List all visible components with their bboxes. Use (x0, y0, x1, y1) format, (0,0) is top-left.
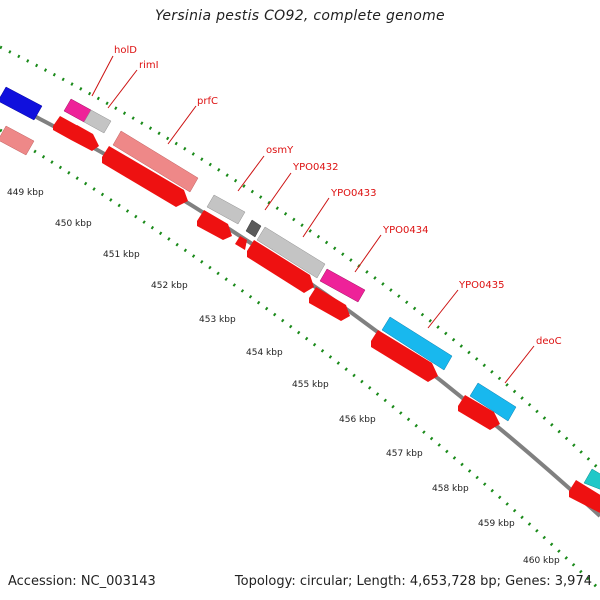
gene-box-prfC (112, 130, 199, 193)
tick-label-456: 456 kbp (339, 415, 376, 425)
leader-YPO0435 (427, 289, 459, 329)
leader-YPO0432 (264, 172, 292, 211)
cds-arrow-rimI (71, 125, 99, 151)
gene-box-blue (0, 86, 43, 121)
leader-YPO0433 (302, 197, 330, 238)
tick-label-460: 460 kbp (523, 556, 560, 566)
gene-box-pink-left (0, 125, 35, 156)
leader-prfC (167, 105, 197, 145)
gene-label-prfC: prfC (197, 96, 218, 107)
genome-backbone (0, 95, 600, 518)
tick-label-450: 450 kbp (55, 219, 92, 229)
gene-box-teal (583, 468, 600, 490)
leader-YPO0434 (354, 234, 382, 273)
gene-label-holD: holD (114, 45, 137, 56)
gene-box-rimI (83, 109, 112, 134)
map-title: Yersinia pestis CO92, complete genome (155, 8, 445, 24)
cds-arrow-YPO0435 (371, 330, 438, 382)
gene-label-YPO0434: YPO0434 (382, 225, 428, 236)
leader-rimI (107, 69, 138, 109)
gene-label-YPO0432: YPO0432 (292, 162, 338, 173)
tick-label-455: 455 kbp (292, 380, 329, 390)
gene-label-deoC: deoC (536, 336, 562, 347)
leader-deoC (504, 345, 535, 384)
tick-label-454: 454 kbp (246, 348, 283, 358)
tick-label-459: 459 kbp (478, 519, 515, 529)
gene-box-osmY (206, 194, 246, 225)
gene-box-YPO0435 (381, 316, 453, 371)
tick-label-449: 449 kbp (7, 188, 44, 198)
cds-arrow-deoC (458, 395, 500, 430)
leader-osmY (237, 155, 265, 192)
gene-box-YPO0434 (319, 268, 366, 303)
genome-summary: Topology: circular; Length: 4,653,728 bp… (234, 574, 592, 589)
accession-label: Accession: NC_003143 (8, 574, 156, 589)
cds-arrow-osmY (197, 210, 232, 240)
cds-arrow-prfC (102, 146, 188, 207)
cds-arrow-YPO0432 (235, 236, 247, 250)
gene-label-osmY: osmY (266, 145, 294, 156)
gene-box-YPO0433 (256, 226, 326, 279)
gene-box-YPO0432 (245, 219, 262, 238)
tick-label-451: 451 kbp (103, 250, 140, 260)
gene-label-YPO0435: YPO0435 (458, 280, 504, 291)
cds-arrow-YPO0434 (309, 287, 350, 321)
gene-label-rimI: rimI (139, 60, 159, 71)
tick-label-458: 458 kbp (432, 484, 469, 494)
tick-label-457: 457 kbp (386, 449, 423, 459)
gene-box-deoC (469, 382, 517, 422)
tick-label-452: 452 kbp (151, 281, 188, 291)
gene-label-YPO0433: YPO0433 (330, 188, 376, 199)
outer-ruler-dots (0, 45, 600, 472)
cds-arrow-right-edge (569, 480, 600, 513)
inner-ruler-dots (0, 128, 600, 592)
tick-label-453: 453 kbp (199, 315, 236, 325)
cds-arrow-YPO0433 (247, 240, 314, 293)
leader-holD (91, 55, 114, 97)
